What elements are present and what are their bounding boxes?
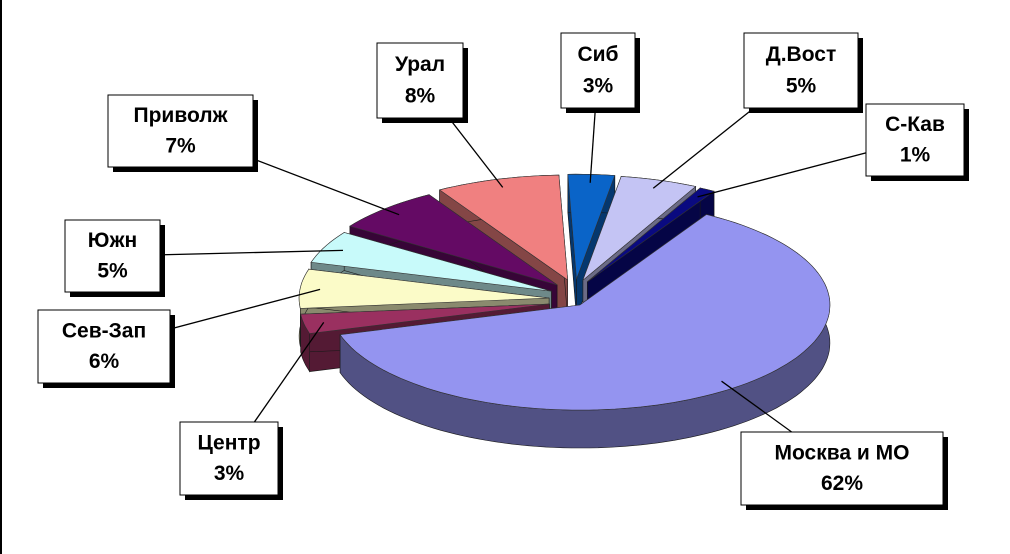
label-name: Сиб xyxy=(577,43,618,66)
slice-shade xyxy=(300,314,310,372)
label-name: Москва и МО xyxy=(775,441,910,464)
slice xyxy=(582,176,697,282)
label-value: 5% xyxy=(786,75,817,98)
label-value: 3% xyxy=(214,462,245,485)
slice xyxy=(339,214,831,411)
label-value: 6% xyxy=(89,350,120,373)
label-name: Южн xyxy=(88,229,138,252)
label-name: Приволж xyxy=(134,104,229,127)
label-value: 5% xyxy=(97,259,128,282)
label-name: Центр xyxy=(197,431,260,454)
label-box xyxy=(560,32,636,109)
label-box xyxy=(740,431,944,506)
label-value: 8% xyxy=(405,85,436,108)
label-name: Д.Вост xyxy=(766,43,836,66)
label-value: 3% xyxy=(583,75,614,98)
slice xyxy=(300,303,550,334)
pie xyxy=(298,173,831,449)
label-box xyxy=(743,32,859,109)
label-box xyxy=(37,309,171,384)
label-box xyxy=(179,421,279,496)
label-value: 62% xyxy=(821,472,863,495)
label-name: Урал xyxy=(395,53,445,76)
slice xyxy=(587,187,715,282)
slice xyxy=(349,194,558,286)
slice xyxy=(298,268,550,309)
label-box xyxy=(64,219,161,293)
label-value: 1% xyxy=(900,143,931,166)
label-name: С-Кав xyxy=(885,113,945,136)
label-box xyxy=(107,94,254,168)
label-name: Сев-Зап xyxy=(62,319,146,342)
slice xyxy=(310,232,552,292)
label-box xyxy=(376,42,464,119)
label-box xyxy=(865,103,965,177)
label-value: 7% xyxy=(165,134,196,157)
